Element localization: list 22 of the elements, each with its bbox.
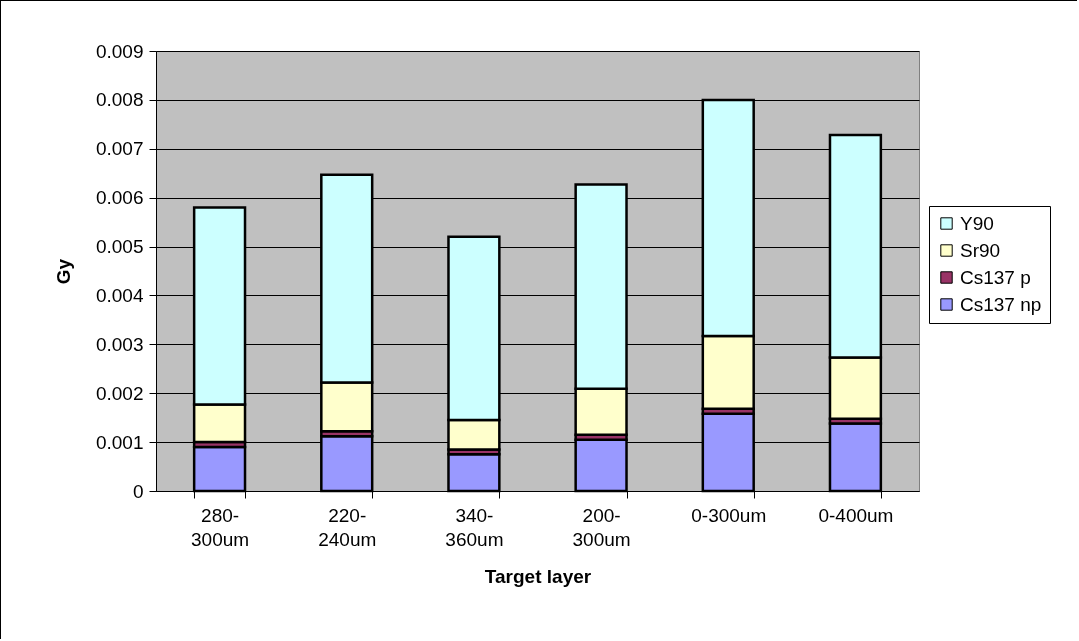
x-tick-label: 200-300um	[572, 504, 631, 550]
legend-label: Cs137 p	[960, 266, 1031, 288]
x-tick-label: 340-360um	[445, 504, 504, 550]
x-tick-label: 0-400um	[818, 504, 894, 526]
legend-label: Cs137 np	[960, 293, 1042, 315]
x-tick-label: 0-300um	[691, 504, 767, 526]
y-tick-label: 0.005	[95, 236, 144, 258]
y-axis-title: Gy	[52, 258, 74, 285]
legend-label: Sr90	[960, 239, 1001, 261]
y-tick-label: 0.001	[95, 431, 144, 453]
x-tick-label: 220-240um	[318, 504, 377, 550]
y-tick-label: 0.003	[95, 333, 144, 355]
y-tick-label: 0.008	[95, 89, 144, 111]
y-tick-label: 0.002	[95, 382, 144, 404]
y-tick-label: 0.009	[95, 40, 144, 62]
x-axis-title: Target layer	[484, 565, 592, 587]
y-tick-label: 0	[132, 480, 144, 502]
y-tick-label: 0.006	[95, 187, 144, 209]
y-tick-label: 0.007	[95, 138, 144, 160]
x-tick-label: 280-300um	[191, 504, 250, 550]
legend-label: Y90	[960, 212, 994, 234]
y-tick-label: 0.004	[95, 284, 144, 306]
